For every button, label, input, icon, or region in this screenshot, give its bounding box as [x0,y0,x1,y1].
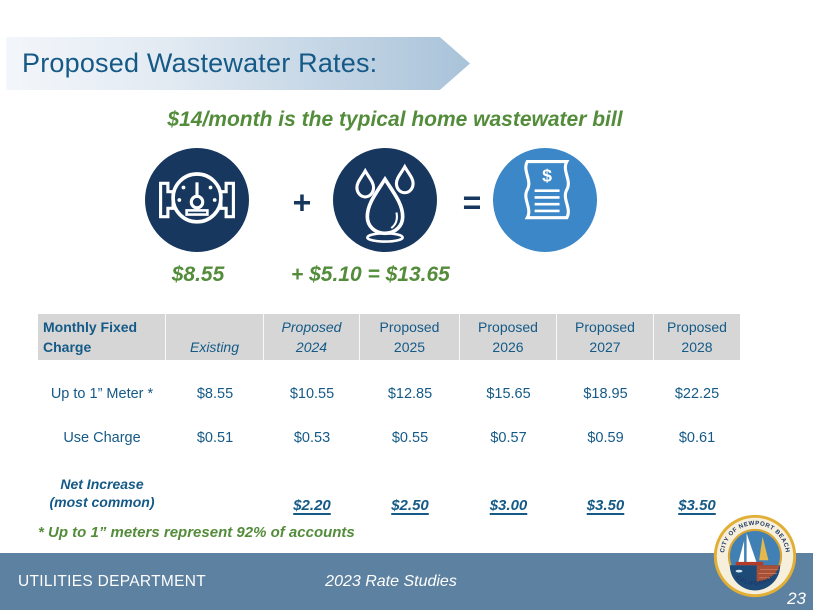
city-of-newport-beach-seal-icon: CITY OF NEWPORT BEACH CALIFORNIA [713,514,797,598]
cell-value: $15.65 [486,386,531,402]
equals-sign: = [462,184,482,221]
svg-text:$: $ [542,165,552,185]
header-monthly-fixed-charge: Monthly Fixed Charge [38,314,166,360]
plus-sign: + [292,184,312,221]
header-proposed-2026: Proposed 2026 [460,314,557,360]
cell-value: $0.59 [587,430,624,446]
cell-value: $10.55 [289,386,335,402]
cell-value: $0.53 [293,430,331,446]
cell-value: $0.61 [678,430,716,446]
rate-table: Monthly Fixed Charge Existing Proposed 2… [38,314,740,530]
cell-value: $0.55 [391,430,429,446]
header-proposed-2027: Proposed 2027 [557,314,654,360]
cell-value: $3.50 [586,497,625,514]
header-proposed-2028: Proposed 2028 [667,318,727,355]
cell-value: $2.20 [293,497,331,514]
header-proposed-2024: Proposed 2024 [264,314,360,360]
cell-value: $0.57 [490,430,527,446]
fixed-charge-amount: $8.55 [171,263,225,286]
water-drops-icon [333,148,437,252]
table-row-use-charge: Use Charge $0.51 $0.53 $0.55 $0.57 $0.59… [38,424,740,452]
slide-title: Proposed Wastewater Rates: [22,48,378,78]
cell-value: $3.00 [489,497,528,514]
page-number: 23 [787,589,806,608]
row-label: Net Increase (most common) [49,475,155,510]
cell-value: $2.50 [391,497,429,514]
cell-value: $3.50 [678,497,716,514]
row-label: Up to 1” Meter * [50,386,154,402]
cell-value: $8.55 [196,386,234,402]
footer-center-label: 2023 Rate Studies [325,572,457,590]
header-existing: Existing [166,314,264,360]
title-banner: Proposed Wastewater Rates: [6,37,470,90]
table-row-meter: Up to 1” Meter * $8.55 $10.55 $12.85 $15… [38,380,740,408]
row-label: Use Charge [63,430,141,446]
header-proposed-2025: Proposed 2025 [360,314,460,360]
table-row-net-increase: Net Increase (most common) $2.20 $2.50 $… [38,470,740,516]
cell-value: $22.25 [674,386,720,402]
bill-icon: $ [493,148,597,252]
cell-value: $18.95 [583,386,628,402]
table-header-row: Monthly Fixed Charge Existing Proposed 2… [38,314,740,360]
water-meter-icon [145,148,249,252]
footer-bar: UTILITIES DEPARTMENT 2023 Rate Studies 2… [0,553,813,610]
sum-amount: + $5.10 = $13.65 [291,263,450,286]
cell-value: $0.51 [196,430,234,446]
department-label: UTILITIES DEPARTMENT [18,572,207,590]
cell-value: $12.85 [387,386,433,402]
footnote-text: * Up to 1” meters represent 92% of accou… [38,524,355,541]
headline-text: $14/month is the typical home wastewater… [167,108,623,131]
cell-value [166,470,264,516]
